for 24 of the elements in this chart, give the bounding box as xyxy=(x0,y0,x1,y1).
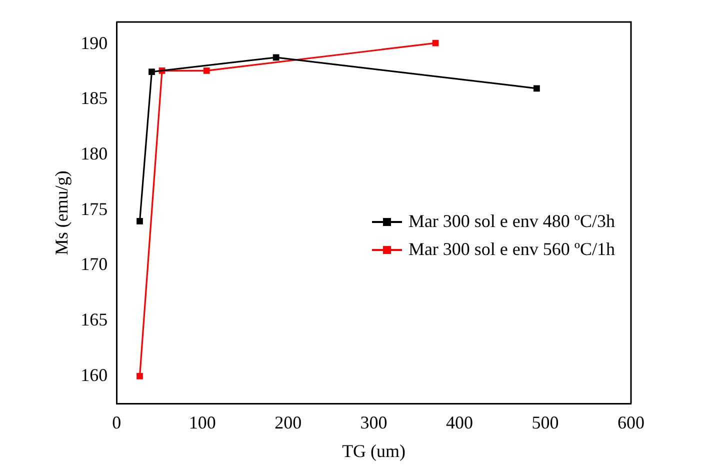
y-axis-title: Ms (emu/g) xyxy=(52,170,72,256)
x-tick-label: 600 xyxy=(618,412,644,432)
point xyxy=(534,85,540,92)
y-tick-label: 160 xyxy=(80,364,108,385)
x-axis-title: TG (um) xyxy=(342,440,406,461)
point xyxy=(136,218,143,224)
x-tick-label: 400 xyxy=(446,412,474,432)
x-tick-label: 0 xyxy=(112,412,122,432)
point xyxy=(148,68,155,75)
y-tick-label: 185 xyxy=(80,88,108,108)
legend-label: Mar 300 sol e env 480 ºC/3h xyxy=(408,211,615,232)
y-tick-label: 170 xyxy=(80,254,108,274)
point xyxy=(203,68,210,74)
x-tick-label: 300 xyxy=(360,412,388,432)
legend-label: Mar 300 sol e env 560 ºC/1h xyxy=(408,239,615,260)
y-tick-label: 190 xyxy=(80,32,108,53)
point xyxy=(136,372,143,380)
x-tick-label: 100 xyxy=(188,412,216,432)
y-tick-label: 165 xyxy=(80,310,108,330)
x-tick-label: 200 xyxy=(274,412,302,432)
point xyxy=(272,54,280,61)
y-tick-label: 180 xyxy=(80,144,108,164)
y-tick-label: 175 xyxy=(80,198,108,219)
x-tick-label: 500 xyxy=(532,412,559,432)
